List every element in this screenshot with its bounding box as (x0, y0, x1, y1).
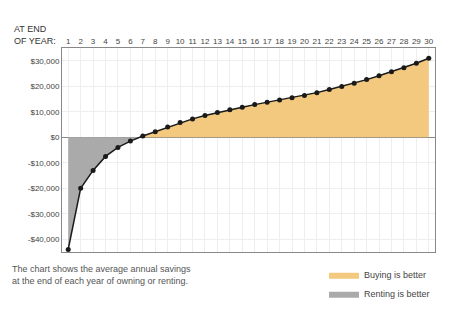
svg-text:17: 17 (263, 37, 272, 46)
svg-text:Buying is better: Buying is better (364, 270, 426, 280)
svg-text:25: 25 (362, 37, 371, 46)
svg-text:-$30,000: -$30,000 (28, 210, 60, 219)
svg-text:4: 4 (103, 37, 108, 46)
svg-text:27: 27 (387, 37, 396, 46)
svg-text:10: 10 (176, 37, 185, 46)
svg-text:6: 6 (128, 37, 133, 46)
svg-text:29: 29 (412, 37, 421, 46)
svg-text:7: 7 (141, 37, 146, 46)
svg-text:20: 20 (300, 37, 309, 46)
svg-text:$20,000: $20,000 (30, 82, 59, 91)
svg-text:23: 23 (337, 37, 346, 46)
svg-text:28: 28 (399, 37, 408, 46)
svg-text:24: 24 (350, 37, 359, 46)
svg-text:12: 12 (201, 37, 210, 46)
svg-text:22: 22 (325, 37, 334, 46)
svg-text:3: 3 (91, 37, 96, 46)
svg-text:Renting is better: Renting is better (364, 289, 430, 299)
svg-text:21: 21 (312, 37, 321, 46)
svg-text:30: 30 (424, 37, 433, 46)
svg-text:11: 11 (188, 37, 197, 46)
svg-text:2: 2 (78, 37, 83, 46)
svg-text:26: 26 (375, 37, 384, 46)
svg-text:16: 16 (250, 37, 259, 46)
svg-text:-$10,000: -$10,000 (28, 159, 60, 168)
svg-text:13: 13 (213, 37, 222, 46)
svg-text:19: 19 (288, 37, 297, 46)
svg-text:$10,000: $10,000 (30, 108, 59, 117)
svg-text:14: 14 (225, 37, 234, 46)
svg-text:AT ENDOF YEAR:: AT ENDOF YEAR: (14, 24, 56, 46)
svg-text:5: 5 (116, 37, 121, 46)
svg-text:$30,000: $30,000 (30, 57, 59, 66)
svg-text:The chart shows the average an: The chart shows the average annual savin… (12, 264, 191, 286)
svg-text:9: 9 (165, 37, 170, 46)
svg-text:-$20,000: -$20,000 (28, 184, 60, 193)
svg-text:$0: $0 (50, 133, 59, 142)
svg-text:15: 15 (238, 37, 247, 46)
svg-text:1: 1 (66, 37, 71, 46)
svg-text:18: 18 (275, 37, 284, 46)
svg-text:8: 8 (153, 37, 158, 46)
svg-text:-$40,000: -$40,000 (28, 235, 60, 244)
